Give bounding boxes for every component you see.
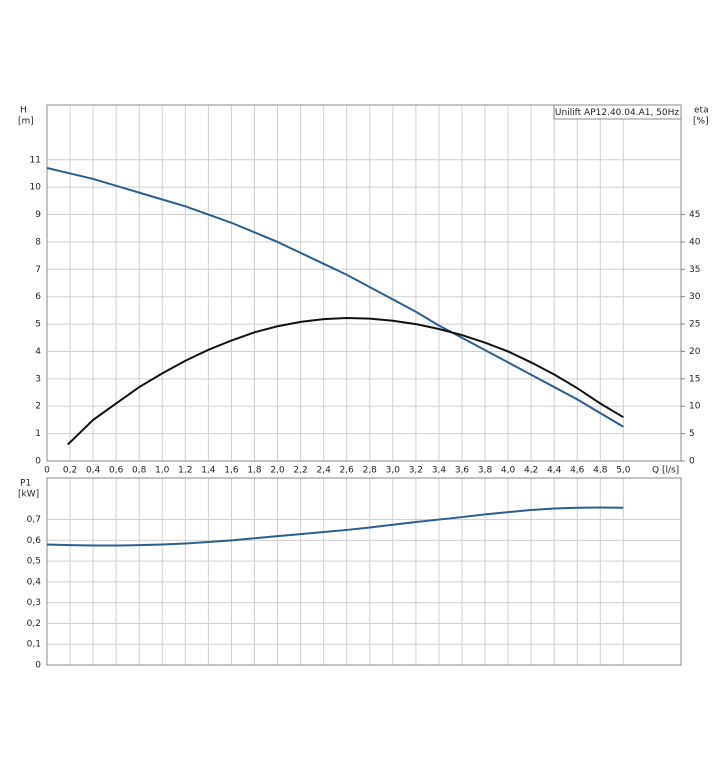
- x-tick-label: 1,4: [201, 466, 216, 476]
- y2-tick-label: 15: [689, 374, 700, 384]
- y-tick-label: 6: [35, 292, 41, 302]
- y-tick-label: 0: [35, 457, 41, 467]
- y2-tick-label: 30: [689, 292, 701, 302]
- x-tick-label: 0,8: [132, 466, 147, 476]
- y-tick-label: 8: [35, 237, 41, 247]
- annotation: Unilift AP12.40.04.A1, 50Hz: [555, 108, 680, 118]
- y-tick-label: 0,5: [27, 557, 41, 567]
- y-tick-label: 10: [30, 183, 42, 193]
- x-tick-label: 1,0: [155, 466, 170, 476]
- y2-tick-label: 45: [689, 210, 700, 220]
- x-tick-label: 4,8: [593, 466, 608, 476]
- x-tick-label: 4,4: [547, 466, 562, 476]
- x-tick-label: 3,4: [432, 466, 447, 476]
- y-tick-label: 2: [35, 402, 41, 412]
- x-tick-label: 4,0: [501, 466, 516, 476]
- y-tick-label: 0,7: [27, 515, 41, 525]
- y-tick-label: 5: [35, 320, 41, 330]
- x-tick-label: 2,8: [363, 466, 378, 476]
- x-tick-label: 2,4: [316, 466, 331, 476]
- y-tick-label: 9: [35, 210, 41, 220]
- x-tick-label: 4,2: [524, 466, 538, 476]
- y-tick-label: 0,2: [27, 619, 41, 629]
- y2-tick-label: 25: [689, 320, 700, 330]
- y2-tick-label: 35: [689, 265, 700, 275]
- x-tick-label: 2,2: [293, 466, 307, 476]
- x-tick-label: 0,6: [109, 466, 124, 476]
- x-tick-label: 1,2: [178, 466, 192, 476]
- y-tick-label: 3: [35, 374, 41, 384]
- x-tick-label: 0,2: [63, 466, 77, 476]
- y-tick-label: 0,3: [27, 598, 41, 608]
- y2-tick-label: 0: [689, 457, 695, 467]
- y-axis-label: H: [20, 106, 27, 116]
- y-tick-label: 4: [35, 347, 41, 357]
- x-tick-label: 4,6: [570, 466, 585, 476]
- y-tick-label: 7: [35, 265, 41, 275]
- curve: [46, 506, 624, 547]
- y-tick-label: 11: [30, 155, 41, 165]
- y-axis-label: P1: [20, 479, 31, 489]
- x-tick-label: 1,6: [224, 466, 239, 476]
- x-tick-label: 0: [44, 466, 50, 476]
- y2-tick-label: 40: [689, 237, 701, 247]
- x-tick-label: 2,0: [270, 466, 285, 476]
- y-tick-label: 0: [35, 661, 41, 671]
- curve: [46, 167, 624, 428]
- x-tick-label: 2,6: [340, 466, 355, 476]
- x-tick-label: 3,8: [478, 466, 493, 476]
- x-tick-label: 3,6: [455, 466, 470, 476]
- y-tick-label: 1: [35, 429, 41, 439]
- x-tick-label: 1,8: [247, 466, 262, 476]
- x-tick-label: 0,4: [86, 466, 101, 476]
- x-tick-label: 3,0: [386, 466, 401, 476]
- curve: [67, 317, 624, 446]
- x-tick-label: 3,2: [409, 466, 423, 476]
- y-tick-label: 0,1: [27, 640, 41, 650]
- plot-frame: [46, 104, 682, 462]
- y-axis-unit: [kW]: [18, 490, 39, 500]
- y2-tick-label: 20: [689, 347, 701, 357]
- x-tick-label: 5,0: [616, 466, 631, 476]
- x-axis-label: Q [l/s]: [652, 466, 679, 476]
- y-tick-label: 0,4: [27, 577, 42, 587]
- y2-axis-unit: [%]: [693, 117, 709, 127]
- plot-frame: [46, 477, 682, 666]
- y2-axis-label: eta: [694, 106, 709, 116]
- annotation-box: [553, 104, 682, 120]
- y2-tick-label: 10: [689, 402, 701, 412]
- y-axis-unit: [m]: [18, 117, 34, 127]
- y-tick-label: 0,6: [27, 536, 42, 546]
- y2-tick-label: 5: [689, 429, 695, 439]
